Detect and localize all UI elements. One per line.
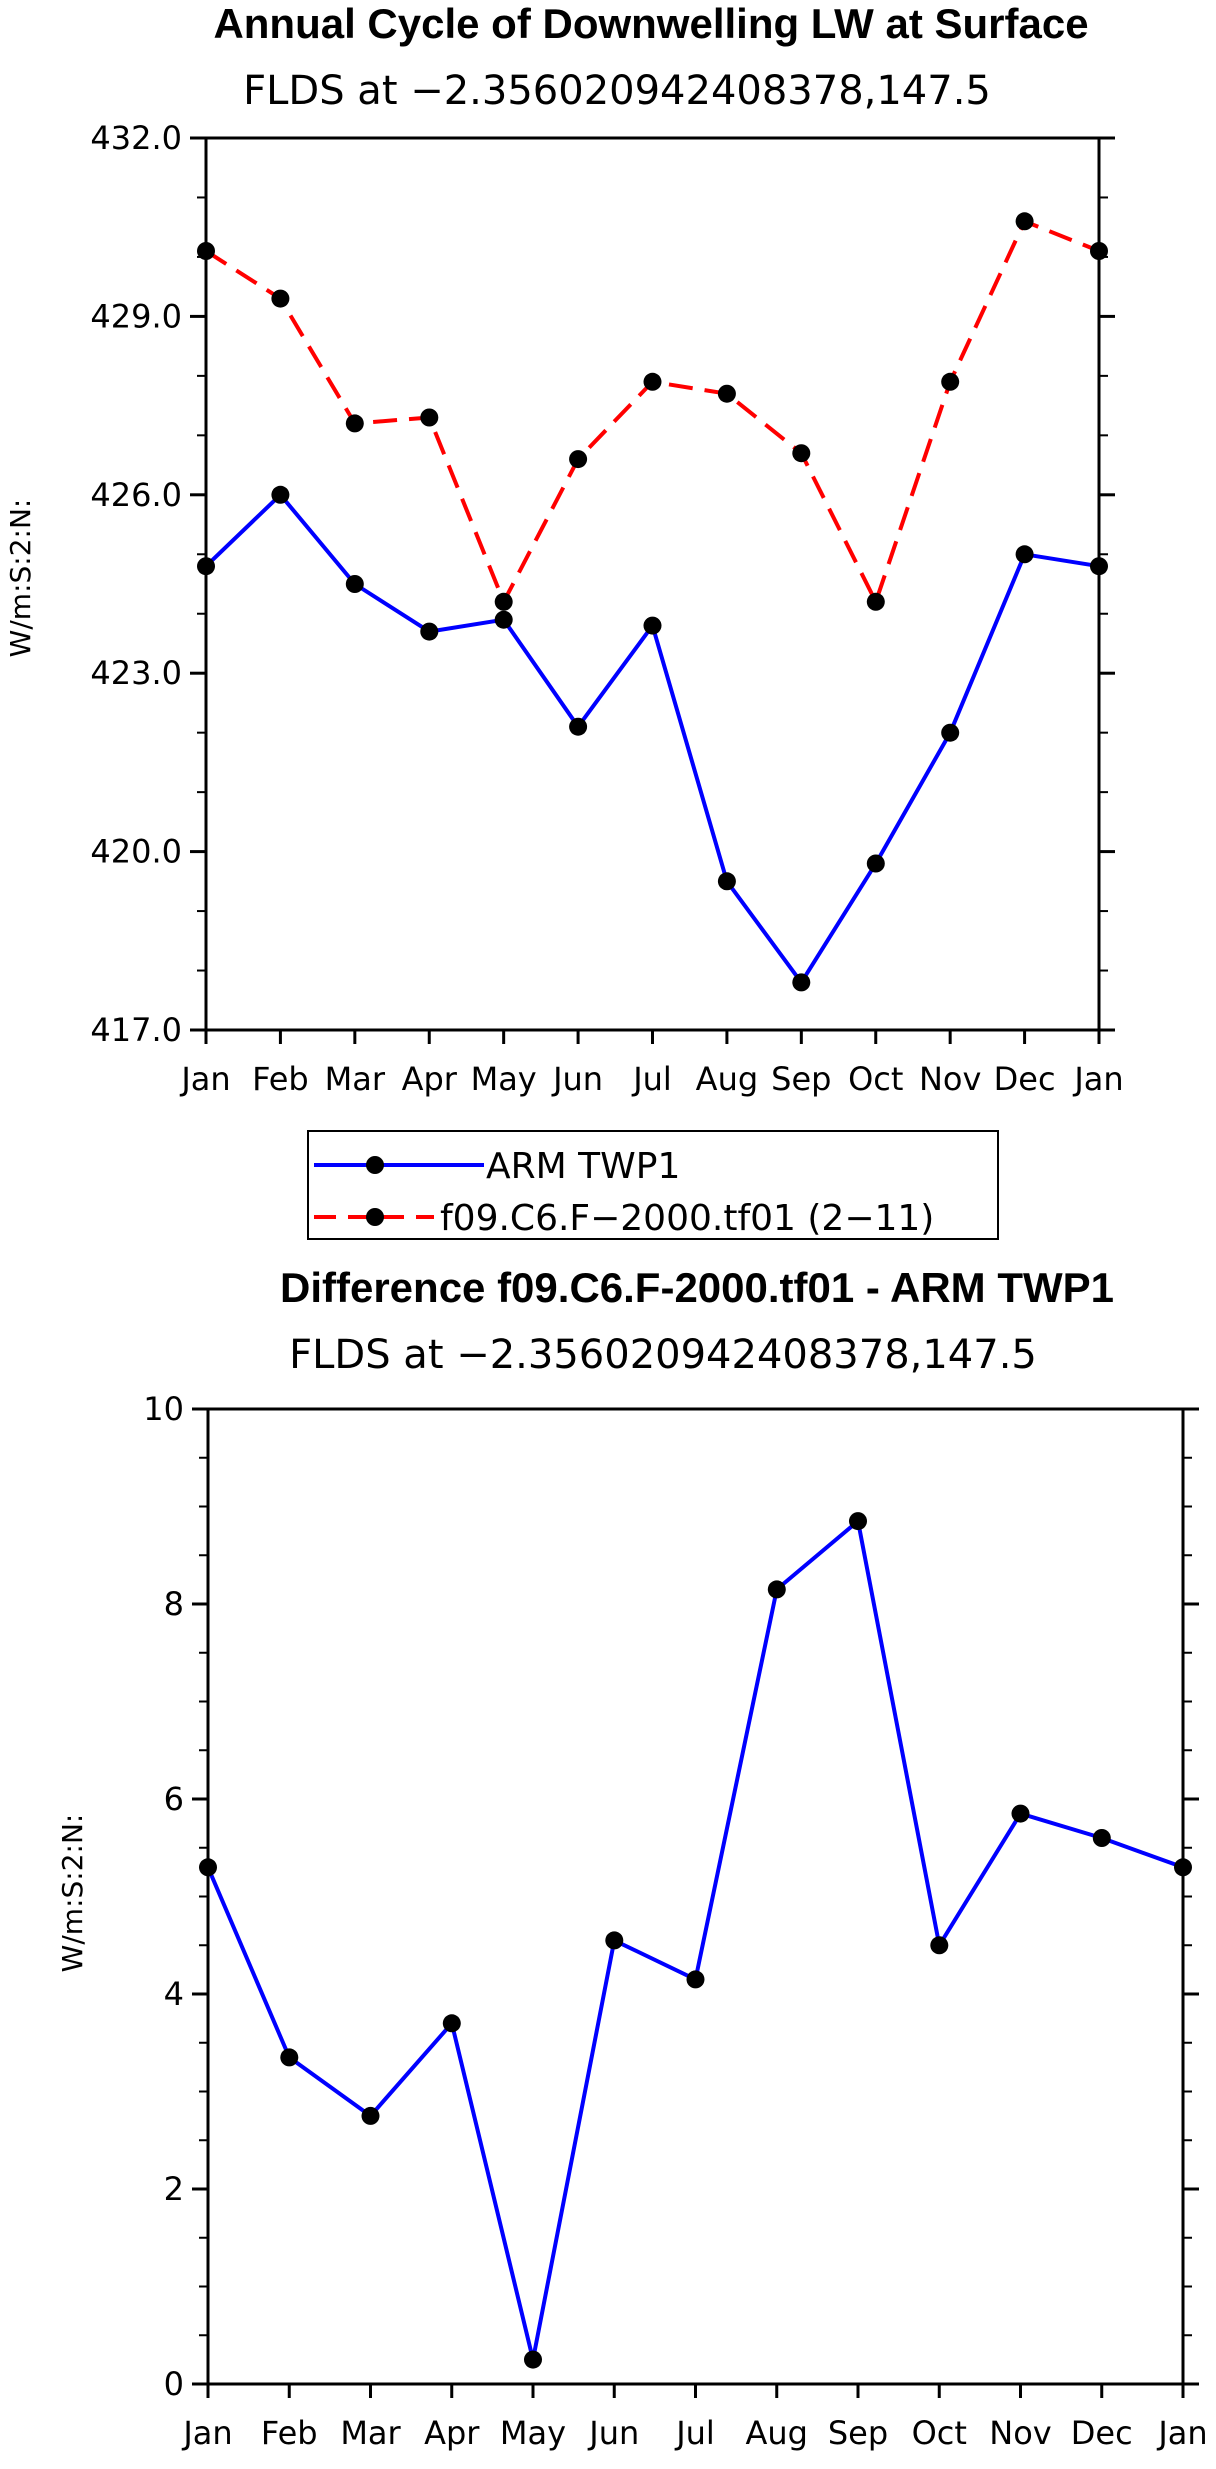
data-point [866,592,885,611]
legend-label-arm: ARM TWP1 [486,1146,680,1187]
y-tick-label: 420.0 [90,833,182,871]
data-point [271,485,290,504]
y-tick-label: 4 [164,1975,184,2013]
y-tick-label: 8 [164,1585,184,1623]
data-point [930,1936,949,1955]
x-tick-label: Feb [261,2414,318,2452]
x-tick-label: Mar [325,1060,386,1098]
x-tick-label: Jul [631,1060,672,1098]
x-tick-label: Apr [424,2414,480,2452]
data-point [280,2048,299,2067]
data-point [345,414,364,433]
data-point [569,450,588,469]
data-point [1092,1829,1111,1847]
data-point [686,1970,705,1989]
data-point [420,622,439,641]
data-point [1015,545,1034,564]
legend-marker-model [366,1208,384,1226]
data-point [1090,557,1108,576]
legend-marker-arm [366,1156,384,1174]
data-point [643,616,662,635]
data-point [420,408,439,427]
data-point [1011,1804,1030,1823]
x-tick-label: Oct [848,1060,903,1098]
data-point [849,1512,867,1531]
x-tick-label: Feb [252,1060,309,1098]
chart-annual-cycle: Annual Cycle of Downwelling LW at Surfac… [4,0,1124,1098]
data-point [1015,212,1034,231]
chart-title: Annual Cycle of Downwelling LW at Surfac… [213,0,1088,47]
x-tick-label: Mar [340,2414,401,2452]
chart-subtitle: FLDS at −2.356020942408378,147.5 [289,1332,1037,1378]
data-point [345,575,364,593]
data-point [197,557,215,576]
y-tick-label: 10 [143,1390,184,1428]
y-tick-label: 2 [164,2170,184,2208]
x-tick-label: Nov [989,2414,1051,2452]
y-tick-label: 432.0 [90,119,182,157]
y-axis-label: W/m:S:2:N: [56,1814,89,1973]
x-tick-label: Jun [587,2414,639,2452]
y-axis-label: W/m:S:2:N: [4,499,37,658]
data-point [199,1858,217,1877]
series-line [204,492,1100,985]
chart-subtitle: FLDS at −2.356020942408378,147.5 [243,68,991,114]
data-point [361,2106,380,2125]
x-tick-label: Sep [828,2414,888,2452]
legend-label-model: f09.C6.F−2000.tf01 (2−11) [440,1198,934,1239]
plot-frame [206,1407,1185,2386]
data-point [271,289,290,308]
x-tick-label: Jan [179,1060,230,1098]
y-tick-label: 417.0 [90,1011,182,1049]
y-tick-label: 429.0 [90,297,182,335]
data-point [643,372,662,391]
data-point [792,444,811,463]
x-tick-label: May [500,2414,566,2452]
data-point [524,2350,542,2369]
y-tick-label: 6 [164,1780,184,1818]
data-point [866,854,885,873]
y-tick-label: 423.0 [90,654,182,692]
x-tick-label: Jul [674,2414,715,2452]
data-point [717,384,736,403]
x-tick-label: Apr [402,1060,458,1098]
x-tick-label: Sep [771,1060,831,1098]
x-tick-label: Jan [1072,1060,1123,1098]
x-tick-label: May [471,1060,537,1098]
series-line [206,1519,1184,2362]
x-tick-label: Aug [696,1060,758,1098]
data-point [442,2014,461,2033]
data-point [792,973,811,992]
data-point [717,872,736,891]
plot-frame [204,136,1101,1032]
x-tick-label: Dec [994,1060,1056,1098]
x-tick-label: Jan [1156,2414,1207,2452]
data-point [494,610,513,629]
chart-title: Difference f09.C6.F-2000.tf01 - ARM TWP1 [280,1264,1114,1311]
data-point [767,1580,786,1599]
y-tick-label: 426.0 [90,476,182,514]
chart-difference: Difference f09.C6.F-2000.tf01 - ARM TWP1… [56,1264,1208,2452]
data-point [941,723,960,742]
data-point [197,242,215,260]
data-point [494,592,513,611]
x-tick-label: Aug [746,2414,808,2452]
x-tick-label: Dec [1071,2414,1133,2452]
data-point [569,717,588,736]
legend: ARM TWP1 f09.C6.F−2000.tf01 (2−11) [307,1130,999,1240]
x-tick-label: Jan [181,2414,232,2452]
x-tick-label: Nov [919,1060,981,1098]
data-point [941,372,960,391]
data-point [605,1931,624,1950]
x-tick-label: Oct [912,2414,967,2452]
data-point [1174,1858,1192,1877]
data-point [1090,242,1108,260]
series-line [204,219,1100,604]
legend-box [307,1130,999,1240]
x-tick-label: Jun [551,1060,603,1098]
y-tick-label: 0 [164,2365,184,2403]
